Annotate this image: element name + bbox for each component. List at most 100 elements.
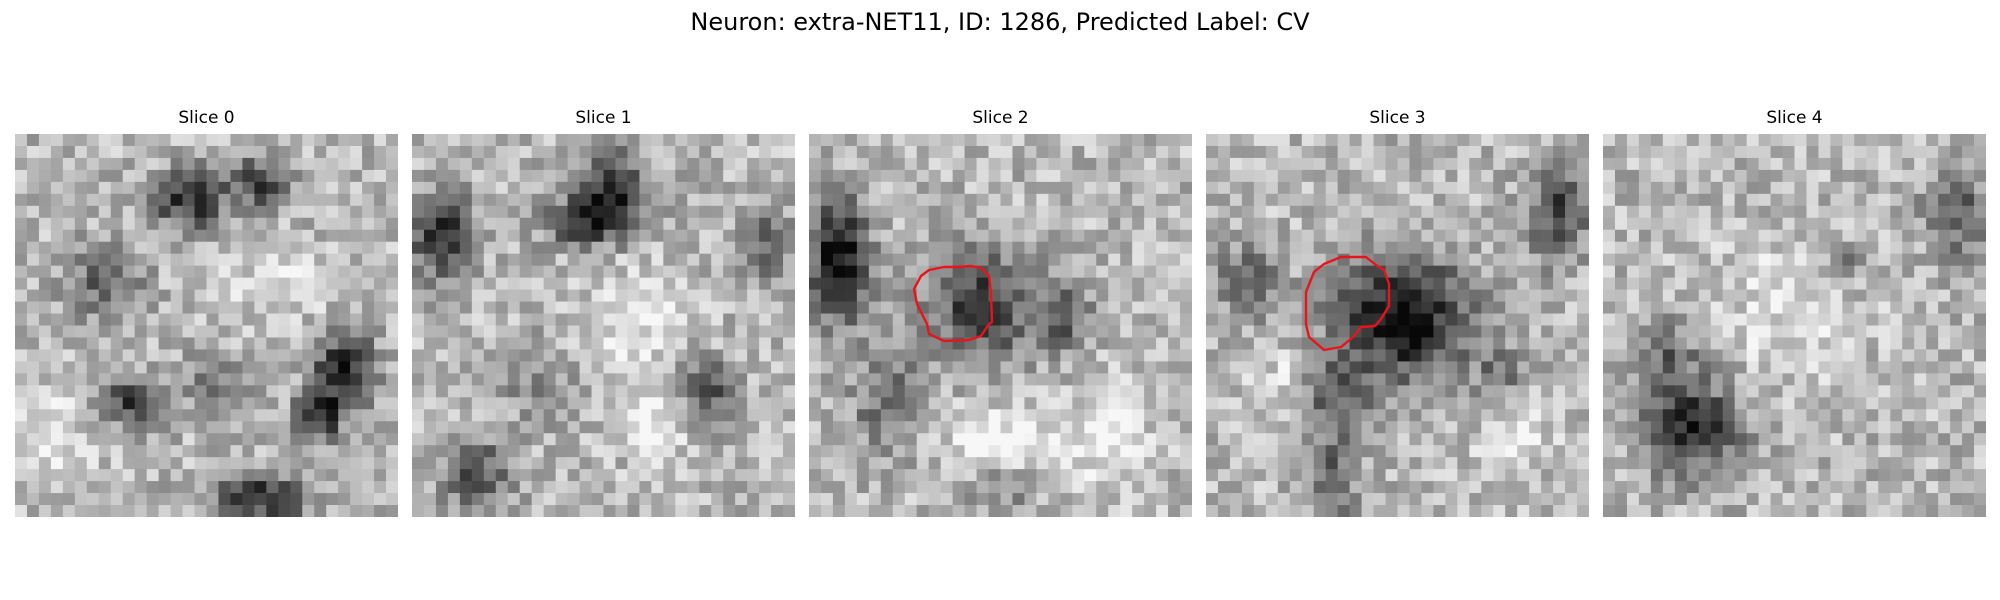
pixel xyxy=(1373,325,1386,338)
pixel xyxy=(1686,337,1700,350)
pixel xyxy=(1914,253,1927,267)
pixel xyxy=(964,145,977,159)
pixel xyxy=(1722,349,1736,362)
pixel xyxy=(122,253,136,267)
pixel xyxy=(471,385,485,398)
pixel xyxy=(314,134,327,147)
pixel xyxy=(675,289,688,302)
pixel xyxy=(386,409,398,422)
pixel xyxy=(1168,397,1181,410)
pixel xyxy=(86,181,100,195)
pixel xyxy=(74,241,88,255)
pixel xyxy=(1710,169,1724,183)
pixel xyxy=(1758,325,1771,338)
pixel xyxy=(412,469,425,482)
pixel xyxy=(158,134,171,147)
pixel xyxy=(1156,385,1169,398)
pixel xyxy=(735,169,748,183)
pixel xyxy=(1469,349,1482,362)
pixel xyxy=(627,181,640,195)
pixel xyxy=(1926,181,1939,195)
pixel xyxy=(50,265,64,279)
pixel xyxy=(122,373,136,386)
pixel xyxy=(1253,385,1267,398)
pixel xyxy=(519,373,533,386)
pixel xyxy=(483,313,497,326)
pixel xyxy=(1385,181,1398,195)
pixel xyxy=(567,193,580,207)
pixel xyxy=(1553,181,1566,195)
pixel xyxy=(218,217,231,231)
pixel xyxy=(1337,157,1351,171)
pixel xyxy=(483,325,497,338)
pixel xyxy=(1156,433,1169,446)
pixel xyxy=(1553,301,1566,314)
pixel xyxy=(1168,157,1181,171)
pixel xyxy=(1493,493,1506,506)
pixel xyxy=(543,134,557,147)
pixel xyxy=(1060,481,1073,494)
pixel xyxy=(1060,457,1073,470)
pixel xyxy=(1614,289,1628,302)
pixel xyxy=(1638,385,1652,398)
pixel xyxy=(50,445,64,458)
pixel xyxy=(627,457,640,470)
pixel xyxy=(1794,349,1807,362)
pixel xyxy=(1265,265,1279,279)
pixel xyxy=(1132,301,1145,314)
pixel xyxy=(1156,397,1169,410)
pixel xyxy=(639,193,652,207)
slice-image-2 xyxy=(809,134,1192,517)
pixel xyxy=(1962,289,1975,302)
pixel xyxy=(302,193,315,207)
pixel xyxy=(374,397,387,410)
pixel xyxy=(759,217,772,231)
pixel xyxy=(146,445,160,458)
pixel xyxy=(916,241,930,255)
pixel xyxy=(218,181,231,195)
pixel xyxy=(1421,481,1434,494)
pixel xyxy=(1614,169,1628,183)
pixel xyxy=(1866,193,1879,207)
pixel xyxy=(711,277,724,290)
pixel xyxy=(290,349,303,362)
pixel xyxy=(1974,385,1986,398)
pixel xyxy=(1265,169,1279,183)
pixel xyxy=(1722,193,1736,207)
pixel xyxy=(1505,205,1518,219)
pixel xyxy=(1433,134,1446,147)
pixel xyxy=(1974,145,1986,159)
pixel xyxy=(435,493,449,506)
pixel xyxy=(50,181,64,195)
pixel xyxy=(1902,301,1915,314)
pixel xyxy=(1866,145,1879,159)
pixel xyxy=(158,157,171,171)
pixel xyxy=(447,169,461,183)
pixel xyxy=(1084,409,1097,422)
pixel xyxy=(1144,241,1157,255)
pixel xyxy=(1096,193,1109,207)
pixel xyxy=(759,169,772,183)
pixel xyxy=(1217,469,1231,482)
pixel xyxy=(1433,397,1446,410)
pixel xyxy=(146,289,160,302)
pixel xyxy=(1241,433,1255,446)
pixel xyxy=(1445,469,1458,482)
pixel xyxy=(699,313,712,326)
pixel xyxy=(976,505,989,517)
pixel xyxy=(615,337,628,350)
pixel xyxy=(1626,373,1640,386)
pixel xyxy=(266,469,279,482)
pixel xyxy=(266,445,279,458)
pixel xyxy=(543,205,557,219)
pixel xyxy=(1132,457,1145,470)
pixel xyxy=(928,193,942,207)
pixel xyxy=(1662,145,1676,159)
pixel xyxy=(1517,445,1530,458)
pixel xyxy=(844,421,858,434)
pixel xyxy=(423,313,437,326)
pixel xyxy=(15,397,28,410)
pixel xyxy=(783,481,795,494)
pixel xyxy=(832,373,846,386)
pixel xyxy=(182,481,195,494)
